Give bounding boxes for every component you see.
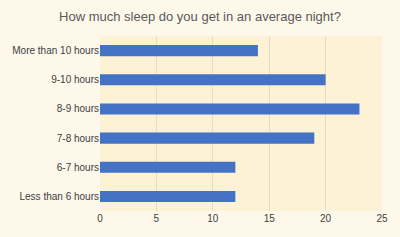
svg-text:20: 20 bbox=[320, 213, 332, 224]
svg-text:10: 10 bbox=[207, 213, 219, 224]
svg-text:15: 15 bbox=[264, 213, 276, 224]
svg-text:How much sleep do you get in a: How much sleep do you get in an average … bbox=[59, 9, 341, 24]
svg-text:25: 25 bbox=[376, 213, 388, 224]
svg-text:5: 5 bbox=[154, 213, 160, 224]
svg-text:7-8 hours: 7-8 hours bbox=[57, 133, 99, 144]
svg-text:8-9 hours: 8-9 hours bbox=[57, 103, 99, 114]
svg-text:0: 0 bbox=[97, 213, 103, 224]
svg-text:9-10 hours: 9-10 hours bbox=[51, 74, 99, 85]
svg-text:Less than 6 hours: Less than 6 hours bbox=[20, 191, 100, 202]
svg-text:6-7 hours: 6-7 hours bbox=[57, 162, 99, 173]
svg-text:More than 10 hours: More than 10 hours bbox=[12, 45, 99, 56]
